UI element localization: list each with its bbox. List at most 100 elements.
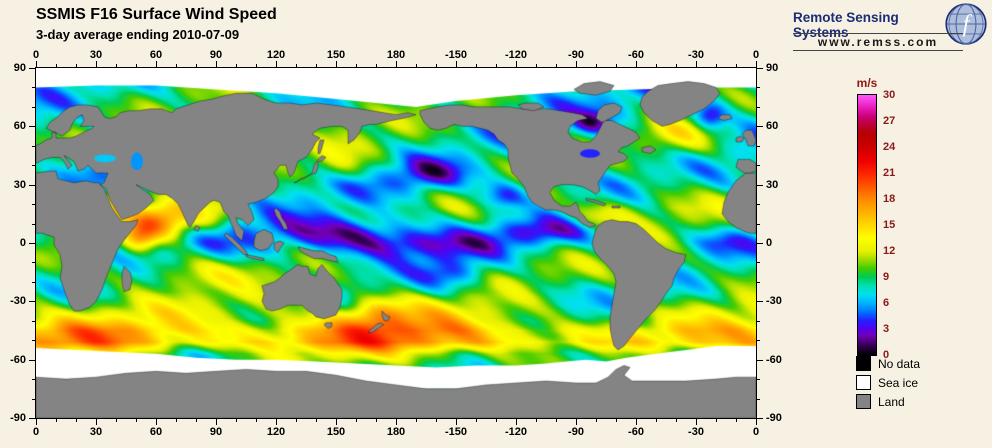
axis-tick bbox=[757, 262, 760, 264]
axis-tick-label: -30 bbox=[688, 49, 704, 61]
axis-tick bbox=[496, 64, 497, 67]
axis-tick bbox=[156, 419, 157, 425]
axis-tick bbox=[32, 398, 35, 400]
axis-tick bbox=[32, 281, 35, 283]
axis-tick-label: 90 bbox=[209, 426, 223, 438]
axis-tick bbox=[376, 64, 377, 67]
axis-tick bbox=[757, 223, 760, 225]
axis-tick-label: -90 bbox=[10, 412, 26, 424]
axis-tick bbox=[56, 419, 57, 422]
axis-tick bbox=[376, 419, 377, 422]
legend-swatch-sea_ice bbox=[856, 375, 871, 390]
axis-tick bbox=[757, 398, 760, 400]
axis-tick bbox=[757, 68, 763, 69]
axis-tick bbox=[416, 64, 417, 67]
axis-tick bbox=[96, 419, 97, 425]
axis-tick bbox=[656, 64, 657, 67]
axis-tick-label: -120 bbox=[504, 49, 528, 61]
axis-tick bbox=[296, 419, 297, 422]
axis-tick bbox=[716, 419, 717, 422]
axis-tick bbox=[676, 419, 677, 422]
svg-text:f: f bbox=[963, 11, 973, 38]
axis-tick bbox=[296, 64, 297, 67]
axis-tick bbox=[32, 106, 35, 108]
axis-tick bbox=[576, 419, 577, 425]
axis-tick bbox=[757, 340, 760, 342]
axis-tick bbox=[29, 359, 35, 361]
axis-tick bbox=[116, 419, 117, 422]
axis-tick bbox=[556, 419, 557, 422]
legend-item-land: Land bbox=[856, 394, 920, 409]
axis-tick bbox=[176, 419, 177, 422]
legend-label: No data bbox=[878, 356, 921, 371]
axis-tick bbox=[476, 419, 477, 422]
axis-tick bbox=[516, 419, 517, 425]
axis-tick bbox=[236, 64, 237, 67]
colorbar-tick-label: 12 bbox=[883, 245, 896, 257]
axis-tick bbox=[576, 61, 577, 67]
legend-swatch-land bbox=[856, 394, 871, 409]
axis-tick bbox=[36, 61, 37, 67]
colorbar-tick-label: 9 bbox=[883, 271, 890, 283]
axis-tick bbox=[757, 204, 760, 206]
map-legend: No data Sea ice Land bbox=[856, 356, 920, 413]
colorbar-unit-label: m/s bbox=[856, 76, 878, 90]
axis-tick bbox=[496, 419, 497, 422]
axis-tick-label: 180 bbox=[386, 426, 406, 438]
branding-divider-bottom bbox=[793, 50, 963, 51]
axis-tick bbox=[757, 106, 760, 108]
axis-tick bbox=[636, 61, 637, 67]
axis-tick-label: 30 bbox=[89, 426, 103, 438]
axis-tick bbox=[757, 87, 760, 89]
axis-tick bbox=[96, 61, 97, 67]
axis-tick-label: 30 bbox=[766, 178, 779, 191]
page-title: SSMIS F16 Surface Wind Speed bbox=[36, 6, 277, 23]
axis-tick bbox=[256, 64, 257, 67]
axis-tick-label: -60 bbox=[628, 49, 644, 61]
axis-tick bbox=[196, 419, 197, 422]
axis-tick-label: 0 bbox=[752, 49, 760, 61]
colorbar-tick-labels: 30 27 24 21 18 15 12 9 6 3 0 bbox=[883, 89, 913, 361]
axis-tick bbox=[696, 419, 697, 425]
axis-tick-label: 30 bbox=[13, 178, 26, 191]
axis-tick-label: -30 bbox=[766, 295, 782, 308]
axis-tick bbox=[736, 64, 737, 67]
axis-tick bbox=[32, 320, 35, 322]
axis-tick bbox=[136, 419, 137, 422]
axis-tick bbox=[29, 301, 35, 303]
legend-item-sea_ice: Sea ice bbox=[856, 375, 920, 390]
axis-tick bbox=[476, 64, 477, 67]
axis-tick-label: 0 bbox=[766, 237, 773, 249]
axis-tick bbox=[32, 262, 35, 264]
axis-tick-label: -30 bbox=[10, 295, 26, 308]
axis-tick-label: 90 bbox=[766, 62, 779, 74]
axis-tick bbox=[136, 64, 137, 67]
axis-tick-label: -150 bbox=[444, 426, 468, 438]
axis-tick-label: 150 bbox=[326, 49, 346, 61]
axis-tick bbox=[256, 419, 257, 422]
axis-tick bbox=[757, 379, 760, 381]
axis-tick-label: 90 bbox=[209, 49, 223, 61]
axis-tick-label: -120 bbox=[504, 426, 528, 438]
axis-tick bbox=[456, 61, 457, 67]
legend-label: Land bbox=[878, 394, 905, 409]
axis-tick-label: 0 bbox=[32, 426, 40, 438]
colorbar-tick-label: 30 bbox=[883, 89, 896, 101]
axis-tick-label: -150 bbox=[444, 49, 468, 61]
page-subtitle: 3-day average ending 2010-07-09 bbox=[36, 27, 240, 42]
colorbar-tick-label: 21 bbox=[883, 167, 896, 179]
axis-tick-label: 120 bbox=[266, 426, 286, 438]
axis-tick bbox=[336, 419, 337, 425]
axis-tick bbox=[156, 61, 157, 67]
axis-tick bbox=[756, 419, 757, 425]
axis-tick bbox=[436, 419, 437, 422]
colorbar bbox=[857, 94, 877, 356]
axis-tick bbox=[176, 64, 177, 67]
axis-tick bbox=[396, 419, 397, 425]
axis-tick bbox=[516, 61, 517, 67]
axis-tick bbox=[616, 64, 617, 67]
axis-tick bbox=[196, 64, 197, 67]
colorbar-tick-label: 18 bbox=[883, 193, 896, 205]
axis-tick bbox=[396, 61, 397, 67]
axis-tick bbox=[536, 419, 537, 422]
